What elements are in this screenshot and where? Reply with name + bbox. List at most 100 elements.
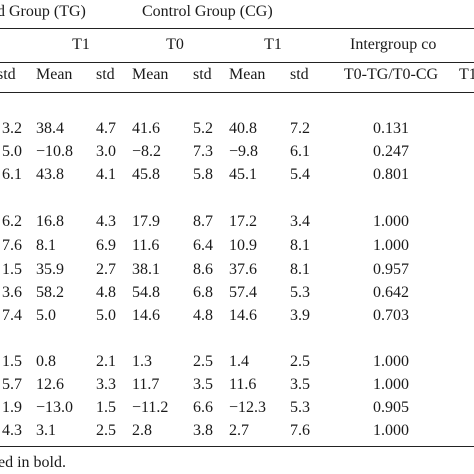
table-cell: 6.8 [193, 284, 213, 301]
table-cell: 1.000 [373, 422, 409, 439]
table-cell: 8.1 [36, 237, 56, 254]
table-cell: 5.7 [2, 376, 22, 393]
table-cell: 4.3 [96, 213, 116, 230]
table-cell: 40.8 [229, 120, 257, 137]
table-cell: 5.3 [290, 399, 310, 416]
group-header: d Group (TG) [0, 3, 86, 20]
table-cell: 3.0 [96, 143, 116, 160]
table-cell: 7.4 [2, 307, 22, 324]
table-cell: 1.5 [96, 399, 116, 416]
table-cell: 3.2 [2, 120, 22, 137]
table-cell: 6.4 [193, 237, 213, 254]
stat-header: Mean [229, 66, 266, 83]
table-cell: 5.0 [36, 307, 56, 324]
table-cell: 41.6 [132, 120, 160, 137]
table-cell: 2.8 [132, 422, 152, 439]
table-cell: 57.4 [229, 284, 257, 301]
table-cell: 14.6 [132, 307, 160, 324]
table-cell: −10.8 [36, 143, 74, 160]
table-cell: 3.8 [193, 422, 213, 439]
stat-header: Mean [132, 66, 169, 83]
table-cell: 45.8 [132, 166, 160, 183]
table-cell: 5.0 [96, 307, 116, 324]
table-cell: 38.1 [132, 261, 160, 278]
table-cell: 2.5 [290, 353, 310, 370]
table-cell: 0.801 [373, 166, 409, 183]
table-cell: 37.6 [229, 261, 257, 278]
stat-header: T1 [459, 66, 474, 83]
table-cell: 8.1 [290, 261, 310, 278]
table-cell: 1.000 [373, 376, 409, 393]
table-cell: 7.3 [193, 143, 213, 160]
table-cell: 2.5 [96, 422, 116, 439]
table-cell: 5.2 [193, 120, 213, 137]
table-cell: 1.000 [373, 213, 409, 230]
table-cell: 4.8 [193, 307, 213, 324]
table-cell: 2.1 [96, 353, 116, 370]
table-cell: 1.9 [2, 399, 22, 416]
table-cell: −13.0 [36, 399, 74, 416]
table-cell: 0.905 [373, 399, 409, 416]
table-cell: 7.6 [290, 422, 310, 439]
table-cell: 0.642 [373, 284, 409, 301]
table-cell: 3.1 [36, 422, 56, 439]
stat-header: std [96, 66, 115, 83]
table-cell: 11.7 [132, 376, 160, 393]
footnote: ed in bold. [0, 454, 66, 471]
table-cell: 7.6 [2, 237, 22, 254]
table-cell: 0.247 [373, 143, 409, 160]
table-cell: 8.1 [290, 237, 310, 254]
table-cell: 3.4 [290, 213, 310, 230]
table-cell: 17.2 [229, 213, 257, 230]
table-cell: 5.4 [290, 166, 310, 183]
time-header: T1 [264, 36, 282, 53]
rule [0, 92, 474, 93]
table-cell: 16.8 [36, 213, 64, 230]
table-cell: 1.5 [2, 353, 22, 370]
table-cell: 1.000 [373, 353, 409, 370]
stat-header: std [0, 66, 16, 83]
group-header: Control Group (CG) [142, 3, 273, 20]
table-cell: 7.2 [290, 120, 310, 137]
table-cell: 0.8 [36, 353, 56, 370]
table-cell: 5.0 [2, 143, 22, 160]
table-cell: 6.6 [193, 399, 213, 416]
table-cell: 4.8 [96, 284, 116, 301]
time-header: Intergroup co [350, 36, 437, 53]
table-cell: 0.131 [373, 120, 409, 137]
table-cell: 2.7 [229, 422, 249, 439]
table-cell: −9.8 [229, 143, 259, 160]
table-cell: 6.9 [96, 237, 116, 254]
table-cell: −12.3 [229, 399, 267, 416]
table-cell: 4.3 [2, 422, 22, 439]
stat-header: std [290, 66, 309, 83]
table-cell: 1.4 [229, 353, 249, 370]
table-cell: 1.5 [2, 261, 22, 278]
rule [0, 28, 474, 29]
table-cell: 6.1 [290, 143, 310, 160]
table-cell: 0.957 [373, 261, 409, 278]
table-cell: 3.5 [193, 376, 213, 393]
table-cell: 14.6 [229, 307, 257, 324]
time-header: T1 [72, 36, 90, 53]
table-cell: 54.8 [132, 284, 160, 301]
table-cell: 2.7 [96, 261, 116, 278]
table-cell: 6.2 [2, 213, 22, 230]
time-header: T0 [166, 36, 184, 53]
table-cell: 11.6 [229, 376, 257, 393]
table-cell: −8.2 [132, 143, 162, 160]
table-cell: 8.7 [193, 213, 213, 230]
table-cell: 58.2 [36, 284, 64, 301]
table-cell: 1.000 [373, 237, 409, 254]
stat-header: T0-TG/T0-CG [343, 66, 439, 83]
table-cell: 4.7 [96, 120, 116, 137]
stat-header: Mean [36, 66, 73, 83]
stat-header: std [193, 66, 212, 83]
table-cell: 35.9 [36, 261, 64, 278]
table-cell: 17.9 [132, 213, 160, 230]
table-cell: 0.703 [373, 307, 409, 324]
table-cell: 8.6 [193, 261, 213, 278]
table-cell: 3.6 [2, 284, 22, 301]
table-cell: 6.1 [2, 166, 22, 183]
